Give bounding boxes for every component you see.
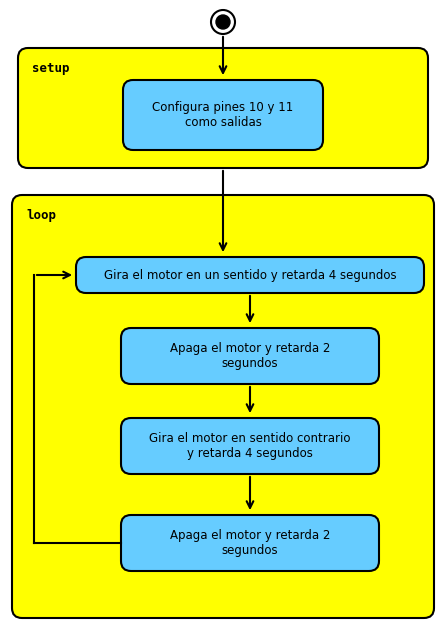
FancyBboxPatch shape: [121, 328, 379, 384]
Circle shape: [216, 15, 230, 29]
Circle shape: [211, 10, 235, 34]
FancyBboxPatch shape: [121, 418, 379, 474]
Text: Configura pines 10 y 11
como salidas: Configura pines 10 y 11 como salidas: [153, 101, 293, 129]
FancyBboxPatch shape: [12, 195, 434, 618]
Text: setup: setup: [32, 62, 70, 75]
FancyBboxPatch shape: [76, 257, 424, 293]
Text: loop: loop: [26, 209, 56, 222]
Text: Gira el motor en un sentido y retarda 4 segundos: Gira el motor en un sentido y retarda 4 …: [103, 268, 396, 282]
FancyBboxPatch shape: [123, 80, 323, 150]
Text: Apaga el motor y retarda 2
segundos: Apaga el motor y retarda 2 segundos: [170, 342, 330, 370]
Text: Apaga el motor y retarda 2
segundos: Apaga el motor y retarda 2 segundos: [170, 529, 330, 557]
FancyBboxPatch shape: [121, 515, 379, 571]
FancyBboxPatch shape: [18, 48, 428, 168]
Text: Gira el motor en sentido contrario
y retarda 4 segundos: Gira el motor en sentido contrario y ret…: [149, 432, 351, 460]
